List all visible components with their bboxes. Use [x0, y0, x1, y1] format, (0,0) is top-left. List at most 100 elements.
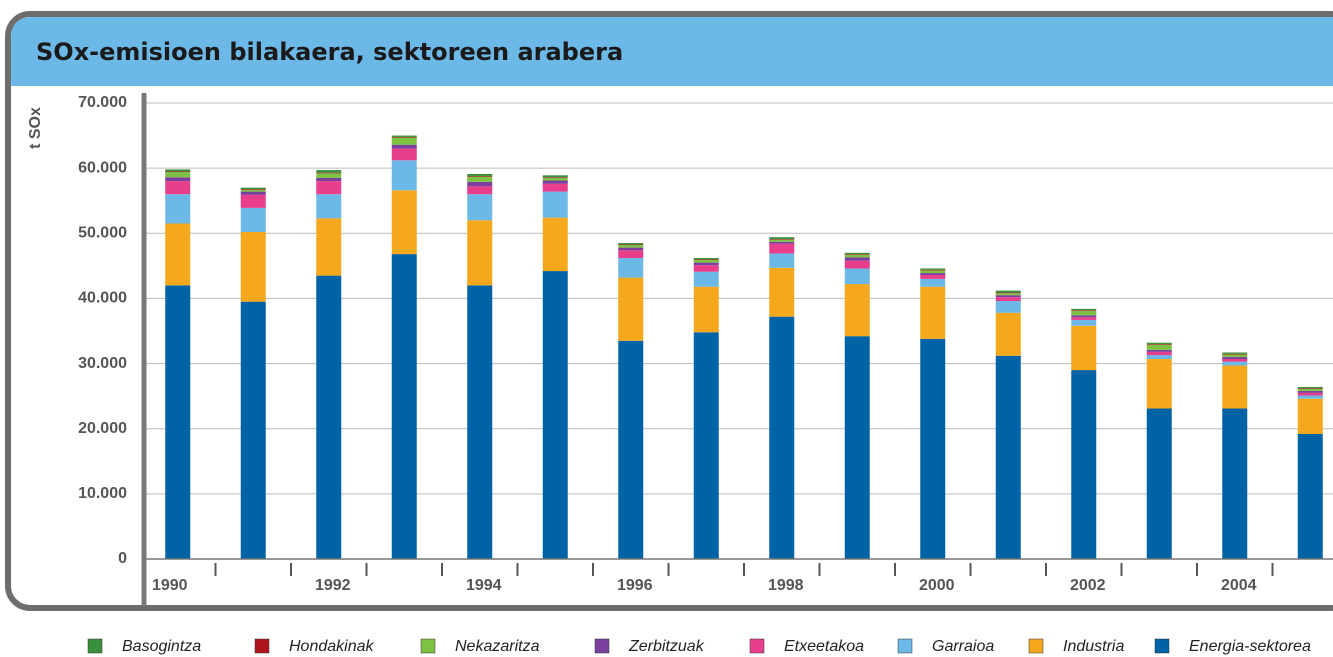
- bar-segment: [165, 177, 191, 182]
- bar-segment: [995, 295, 1021, 298]
- legend-swatch: [420, 638, 436, 654]
- bar-segment: [240, 187, 266, 189]
- bar-segment: [769, 239, 795, 242]
- bar-segment: [165, 181, 191, 195]
- legend-swatch: [594, 638, 610, 654]
- bar-segment: [1297, 388, 1323, 389]
- x-tick-label: 1996: [617, 577, 653, 594]
- bar-segment: [844, 336, 870, 559]
- x-tick-label: 1998: [768, 577, 804, 594]
- bar-segment: [1297, 388, 1323, 391]
- bar-segment: [467, 186, 493, 195]
- bar-segment: [1222, 354, 1248, 358]
- legend-swatch: [87, 638, 103, 654]
- bar-segment: [920, 269, 946, 271]
- legend-label: Industria: [1063, 638, 1124, 655]
- x-tick-label: 2004: [1221, 577, 1257, 594]
- bar-segment: [467, 181, 493, 187]
- bar-segment: [165, 194, 191, 224]
- bar-segment: [693, 259, 719, 263]
- bar-segment: [1297, 433, 1323, 559]
- bar-segment: [1146, 349, 1172, 352]
- bar-segment: [391, 190, 417, 255]
- bar-segment: [391, 254, 417, 560]
- bar-segment: [995, 355, 1021, 559]
- bar-segment: [618, 258, 644, 278]
- bar-segment: [1071, 310, 1097, 316]
- bar-segment: [1146, 344, 1172, 350]
- bar-segment: [769, 243, 795, 254]
- bar-segment: [844, 257, 870, 261]
- bar-segment: [995, 297, 1021, 302]
- bar-segment: [920, 286, 946, 339]
- bar-segment: [920, 338, 946, 559]
- legend-label: Etxeetakoa: [784, 638, 864, 655]
- legend-swatch: [749, 638, 765, 654]
- bar-segment: [1071, 310, 1097, 311]
- chart-title: SOx-emisioen bilakaera, sektoreen araber…: [36, 38, 623, 66]
- bar-segment: [1146, 342, 1172, 345]
- bar-segment: [316, 194, 342, 219]
- bar-segment: [240, 207, 266, 232]
- bar-segment: [1297, 390, 1323, 393]
- legend-label: Nekazaritza: [455, 638, 540, 655]
- bar-segment: [467, 194, 493, 221]
- legend-swatch: [254, 638, 270, 654]
- bar-segment: [1222, 353, 1248, 355]
- bar-segment: [1297, 392, 1323, 396]
- title-bar: [11, 17, 1333, 86]
- bar-segment: [1146, 344, 1172, 345]
- y-tick-label: 40.000: [78, 290, 127, 307]
- bar-segment: [769, 241, 795, 244]
- bar-segment: [542, 183, 568, 192]
- bar-segment: [844, 268, 870, 285]
- bar-segment: [1146, 351, 1172, 356]
- bar-segment: [995, 292, 1021, 294]
- bar-segment: [693, 286, 719, 333]
- y-tick-label: 20.000: [78, 420, 127, 437]
- bar-segment: [542, 180, 568, 184]
- bar-segment: [542, 271, 568, 559]
- bar-segment: [165, 169, 191, 172]
- bar-segment: [467, 220, 493, 286]
- bar-segment: [844, 254, 870, 258]
- bar-segment: [693, 259, 719, 260]
- y-tick-label: 0: [118, 550, 127, 567]
- bar-segment: [618, 247, 644, 251]
- y-tick-label: 30.000: [78, 355, 127, 372]
- bar-segment: [769, 267, 795, 317]
- bar-segment: [693, 258, 719, 260]
- bar-segment: [844, 252, 870, 255]
- legend-label: Energia-sektorea: [1189, 638, 1311, 655]
- bar-segment: [1146, 408, 1172, 559]
- bar-segment: [618, 244, 644, 246]
- bar-segment: [467, 285, 493, 559]
- bar-segment: [1222, 408, 1248, 559]
- bar-segment: [240, 301, 266, 559]
- bar-segment: [1297, 398, 1323, 434]
- bar-segment: [1222, 359, 1248, 362]
- bar-segment: [391, 160, 417, 191]
- bar-segment: [769, 253, 795, 268]
- bar-segment: [618, 250, 644, 259]
- bar-segment: [920, 268, 946, 270]
- bar-segment: [391, 137, 417, 145]
- bar-segment: [316, 172, 342, 174]
- x-tick-label: 2000: [919, 577, 955, 594]
- x-tick-label: 2002: [1070, 577, 1106, 594]
- bar-segment: [769, 239, 795, 240]
- bar-segment: [1222, 352, 1248, 354]
- bar-segment: [1071, 325, 1097, 371]
- legend-label: Basogintza: [122, 638, 201, 655]
- y-tick-label: 70.000: [78, 94, 127, 111]
- bar-segment: [1222, 361, 1248, 366]
- y-tick-label: 60.000: [78, 159, 127, 176]
- legend-swatch: [1154, 638, 1170, 654]
- bar-segment: [618, 245, 644, 248]
- bar-segment: [316, 181, 342, 195]
- bar-segment: [467, 174, 493, 176]
- bar-segment: [165, 285, 191, 559]
- y-axis-label: t SOx: [27, 107, 44, 149]
- bar-segment: [920, 274, 946, 279]
- bar-segment: [542, 191, 568, 218]
